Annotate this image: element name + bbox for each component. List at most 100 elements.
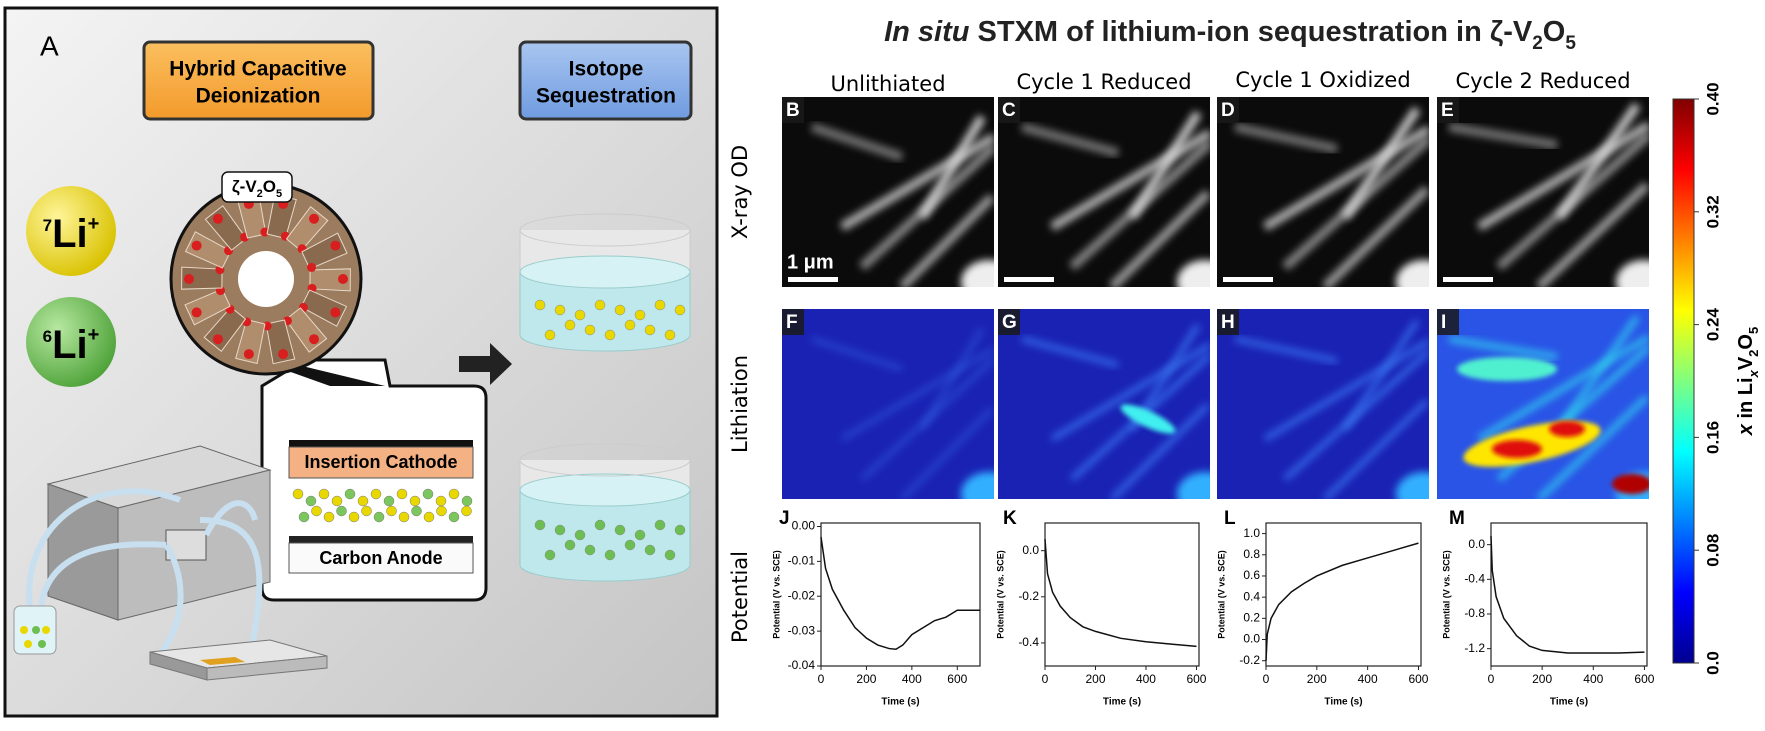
charge: +: [88, 324, 100, 346]
potential-plots: J 0.00-0.01-0.02-0.03-0.040 200 400 600Time …: [771, 508, 1654, 708]
cathode-edge: [289, 440, 473, 448]
panel-letter: K: [1003, 508, 1017, 529]
x-tick-label: 0: [1042, 672, 1049, 686]
image-feature: [1341, 106, 1421, 220]
image-feature: [899, 406, 994, 499]
y-axis-label: Potential (V vs. SCE): [771, 550, 781, 639]
image-feature: [1448, 122, 1558, 150]
label-part: x: [1746, 369, 1761, 378]
title-part: 2: [1532, 33, 1543, 54]
panel-letter: E: [1441, 100, 1454, 121]
image-panel: E: [1437, 97, 1649, 287]
ion: [544, 549, 556, 561]
image-feature: [811, 336, 903, 372]
anode-edge: [289, 536, 473, 544]
ion: [564, 539, 576, 551]
polyhedron: [181, 266, 223, 290]
ion: [305, 495, 317, 507]
x-tick-label: 400: [902, 672, 922, 686]
ion: [383, 495, 395, 507]
tubing: [26, 488, 263, 657]
tick-label: 0.24: [1703, 308, 1722, 342]
x-tick-label: 400: [1583, 672, 1603, 686]
oxygen: [191, 240, 202, 251]
y-tick-label: 1.0: [1243, 526, 1260, 540]
ion: [435, 495, 447, 507]
y-tick-label: 0.4: [1243, 589, 1260, 603]
scale-bar-label: 1 μm: [787, 251, 834, 273]
ion: [311, 505, 322, 517]
letter-tag: [1437, 97, 1459, 123]
image-feature: [1263, 338, 1429, 442]
y-axis-label: Potential (V vs. SCE): [1441, 550, 1451, 639]
charge: +: [88, 213, 100, 235]
column-header: Cycle 2 Reduced: [1455, 69, 1630, 93]
data-line: [1265, 542, 1419, 661]
beaker-ions: [534, 519, 686, 561]
image-feature: [840, 346, 994, 442]
image-feature: [1549, 421, 1585, 437]
plot-frame: [1044, 522, 1200, 667]
element: Li: [52, 323, 88, 367]
image-panel: B: [782, 97, 994, 287]
image-feature: [1049, 129, 1210, 231]
hcdi-label: Hybrid Capacitive: [169, 58, 346, 81]
plot-frame: [1265, 522, 1422, 667]
title-part: 5: [1565, 33, 1576, 54]
ion: [664, 549, 676, 561]
label-part: 2: [1746, 350, 1761, 357]
y-tick-label: -0.4: [1464, 572, 1485, 586]
scale-bar: [1223, 277, 1273, 282]
letter-tag: [1217, 309, 1239, 335]
image-panel: D: [1217, 97, 1429, 287]
image-feature: [1120, 404, 1176, 434]
data-line: [1490, 535, 1645, 654]
image-panel: H: [1217, 309, 1429, 499]
y-tick-label: -0.2: [1239, 653, 1260, 667]
letter-tag: [998, 309, 1020, 335]
y-tick-label: -0.02: [788, 588, 816, 602]
isotope-box: [518, 40, 693, 121]
image-feature: [1128, 110, 1202, 220]
x-tick-label: 600: [1186, 672, 1206, 686]
column-header: Cycle 1 Oxidized: [1235, 68, 1410, 92]
ion: [614, 524, 626, 536]
y-tick-label: -0.03: [788, 623, 816, 637]
panel-letter: D: [1221, 100, 1235, 121]
image-feature: [1555, 102, 1641, 220]
formula-part: ζ-V: [232, 177, 257, 196]
beaker-liquid: [519, 490, 691, 582]
panel-a: A Hybrid Capacitive Deionization Isotope…: [3, 6, 719, 718]
panel-letter: B: [786, 100, 800, 121]
li7-label: 7Li+: [43, 212, 100, 256]
ion: [318, 488, 330, 500]
polyhedron: [235, 319, 266, 365]
isotope-label: Sequestration: [536, 85, 676, 108]
image-feature: [1108, 189, 1210, 287]
oxygen: [191, 307, 202, 318]
ion: [664, 329, 676, 341]
image-feature: [1457, 357, 1557, 381]
ion: [634, 529, 646, 541]
li7-sphere: [26, 186, 116, 276]
formula-part: 2: [257, 188, 263, 200]
tick-label: 0.32: [1703, 195, 1722, 228]
ion: [411, 505, 422, 517]
ion: [396, 488, 408, 500]
panel-letter: L: [1224, 508, 1236, 529]
ion: [461, 505, 472, 517]
x-tick-label: 0: [1488, 672, 1495, 686]
y-tick-label: 0.2: [1243, 611, 1260, 625]
ion: [461, 495, 473, 507]
ion: [634, 309, 646, 321]
panel-letter: A: [40, 30, 59, 61]
ion: [624, 319, 636, 331]
oxygen: [309, 334, 320, 345]
image-feature: [1535, 181, 1649, 287]
ion: [574, 309, 586, 321]
image-feature: [839, 133, 994, 231]
y-tick-label: -0.8: [1464, 606, 1485, 620]
li6-sphere: [26, 297, 116, 387]
image-feature: [918, 114, 986, 220]
isotope-number: 7: [43, 216, 52, 235]
